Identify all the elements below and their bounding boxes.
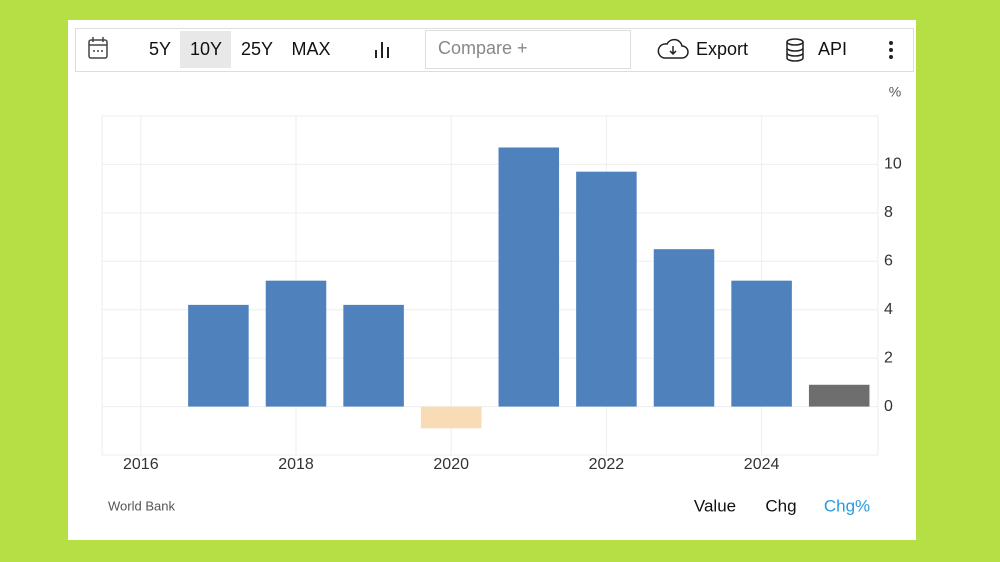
bar bbox=[420, 406, 482, 429]
x-tick-label: 2018 bbox=[278, 456, 314, 473]
range-button[interactable]: 25Y bbox=[241, 39, 273, 59]
calendar-icon[interactable] bbox=[88, 37, 108, 59]
mode-button[interactable]: Chg% bbox=[824, 496, 870, 515]
bar bbox=[653, 249, 715, 407]
x-tick-label: 2024 bbox=[744, 456, 780, 473]
y-tick-label: 6 bbox=[884, 253, 893, 270]
range-button[interactable]: 5Y bbox=[149, 39, 171, 59]
bar bbox=[808, 384, 870, 407]
bar bbox=[576, 171, 637, 407]
y-tick-label: 4 bbox=[884, 301, 893, 318]
export-icon[interactable] bbox=[657, 38, 689, 59]
menu-icon[interactable] bbox=[889, 41, 893, 59]
bar bbox=[731, 280, 792, 407]
chart-type-icon[interactable] bbox=[375, 42, 389, 58]
x-tick-label: 2016 bbox=[123, 456, 159, 473]
source: World Bank bbox=[108, 498, 175, 513]
bar bbox=[498, 147, 560, 407]
range-button[interactable]: MAX bbox=[291, 39, 330, 59]
x-tick-label: 2020 bbox=[433, 456, 469, 473]
plot-frame bbox=[101, 115, 879, 456]
range-button[interactable]: 10Y bbox=[190, 39, 222, 59]
compare-input[interactable] bbox=[425, 30, 631, 69]
mode-button[interactable]: Value bbox=[694, 496, 736, 515]
bar bbox=[188, 304, 249, 407]
active-range-bg bbox=[180, 31, 231, 68]
y-tick-label: 8 bbox=[884, 204, 893, 221]
bar bbox=[265, 280, 327, 407]
y-tick-label: 0 bbox=[884, 398, 893, 415]
bar bbox=[343, 304, 404, 407]
compare-placeholder: Compare + bbox=[438, 38, 528, 58]
y-tick-label: 10 bbox=[884, 156, 902, 173]
card bbox=[68, 20, 916, 540]
api-button[interactable]: API bbox=[818, 39, 847, 59]
plot: 0 2 4 6 8 10 2016 2018 2020 2022 2024 bbox=[102, 116, 902, 473]
mode-button[interactable]: Chg bbox=[765, 496, 796, 515]
x-tick-label: 2022 bbox=[589, 456, 625, 473]
unit-label: % bbox=[889, 84, 901, 100]
export-button[interactable]: Export bbox=[696, 39, 748, 59]
y-tick-label: 2 bbox=[884, 349, 893, 366]
api-icon[interactable] bbox=[786, 38, 804, 62]
